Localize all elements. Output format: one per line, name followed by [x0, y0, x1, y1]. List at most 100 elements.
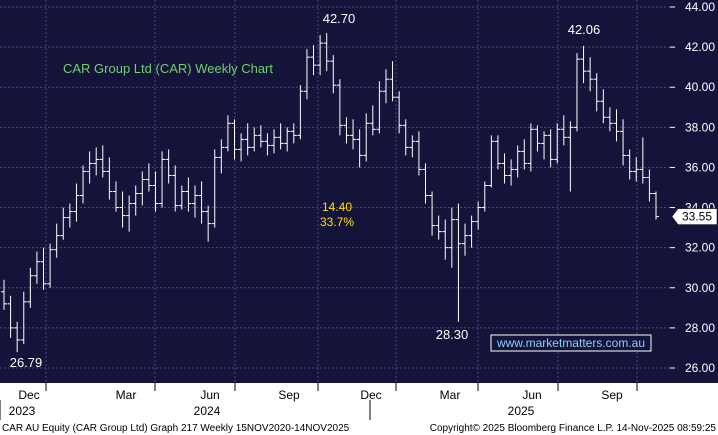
- footer-right-text: Copyright© 2025 Bloomberg Finance L.P. 1…: [430, 423, 717, 434]
- ohlc-bar: [238, 133, 245, 162]
- y-tick-label: 38.00: [685, 120, 715, 134]
- x-month-label: Dec: [18, 388, 39, 402]
- ohlc-bar: [402, 119, 409, 156]
- x-axis-month-ticks: Dec Mar Jun Sep Dec Mar Jun Sep: [18, 383, 638, 402]
- ohlc-bar: [606, 107, 613, 132]
- ohlc-bar: [600, 89, 607, 124]
- y-tick-label: 40.00: [685, 80, 715, 94]
- ohlc-bar: [435, 215, 442, 240]
- ohlc-bar: [422, 163, 429, 204]
- ohlc-bar: [389, 61, 396, 102]
- ohlc-bar: [527, 123, 534, 172]
- y-tick-label: 36.00: [685, 160, 715, 174]
- ohlc-bar: [211, 149, 218, 228]
- x-month-label: Mar: [116, 388, 137, 402]
- ohlc-bar: [409, 135, 416, 158]
- ohlc-bar: [580, 45, 587, 84]
- ohlc-bar: [106, 157, 113, 200]
- ohlc-bar: [99, 145, 106, 178]
- ohlc-bar: [521, 139, 528, 170]
- ohlc-bar: [508, 159, 515, 186]
- ohlc-bar: [231, 119, 238, 160]
- ohlc-bar: [501, 153, 508, 184]
- ohlc-bar: [350, 119, 357, 150]
- last-price-label: 33.55: [682, 210, 712, 224]
- ohlc-bar: [303, 49, 310, 100]
- y-tick-label: 44.00: [685, 0, 715, 14]
- ohlc-bar: [145, 163, 152, 192]
- ohlc-bar: [330, 55, 337, 94]
- ohlc-bar: [356, 129, 363, 168]
- x-axis-year-ticks: 2023 2024 2025: [0, 400, 535, 420]
- y-tick-label: 32.00: [685, 241, 715, 255]
- ohlc-bar: [244, 123, 251, 156]
- ohlc-bar: [620, 119, 627, 166]
- ohlc-bar: [494, 135, 501, 170]
- ohlc-bar: [27, 267, 34, 308]
- ohlc-bar: [47, 243, 54, 288]
- high-2025-label: 42.06: [568, 22, 601, 37]
- ohlc-bar: [126, 195, 133, 232]
- x-month-label: Sep: [601, 388, 623, 402]
- ohlc-bar: [310, 45, 317, 76]
- ohlc-bar: [462, 223, 469, 256]
- x-month-label: Sep: [278, 388, 300, 402]
- x-year-label: 2024: [194, 404, 221, 418]
- ohlc-bar: [1, 279, 7, 310]
- ohlc-bar: [60, 207, 67, 240]
- ohlc-bar: [475, 201, 482, 230]
- ohlc-bar: [119, 191, 126, 228]
- range-points-label: 14.40: [322, 200, 352, 214]
- ohlc-bar: [93, 147, 100, 176]
- ohlc-bar: [541, 131, 548, 160]
- ohlc-bar: [264, 133, 271, 156]
- ohlc-bar: [251, 127, 258, 152]
- ohlc-bar: [369, 105, 376, 136]
- ohlc-bar: [573, 53, 580, 132]
- ohlc-bar: [343, 117, 350, 144]
- ohlc-bar: [257, 125, 264, 148]
- ohlc-bar: [66, 203, 73, 228]
- ohlc-bar: [132, 185, 139, 216]
- footer-left-text: CAR AU Equity (CAR Group Ltd) Graph 217 …: [2, 423, 350, 434]
- ohlc-bar: [382, 69, 389, 104]
- last-price-box: [671, 208, 718, 225]
- ohlc-bar: [429, 191, 436, 236]
- ohlc-bar: [40, 247, 47, 290]
- ohlc-bar: [567, 121, 574, 192]
- ohlc-bar: [613, 109, 620, 142]
- ohlc-bar: [363, 113, 370, 162]
- ohlc-bar: [80, 165, 87, 204]
- ohlc-bar: [547, 129, 554, 168]
- y-tick-label: 30.00: [685, 281, 715, 295]
- ohlc-bar: [53, 223, 60, 258]
- ohlc-bar: [396, 91, 403, 134]
- ohlc-bar: [112, 181, 119, 212]
- price-bars: [1, 33, 659, 353]
- ohlc-bar: [218, 139, 225, 174]
- ohlc-bar: [646, 169, 653, 202]
- ohlc-bar: [488, 135, 495, 188]
- x-year-label: 2025: [508, 404, 535, 418]
- low-2025-label: 28.30: [436, 327, 469, 342]
- ohlc-bar: [633, 157, 640, 182]
- ohlc-bar: [198, 181, 205, 224]
- ohlc-bar: [271, 129, 278, 154]
- ohlc-bar: [178, 185, 185, 210]
- ohlc-bar: [442, 219, 449, 260]
- ohlc-bar: [587, 57, 594, 92]
- ohlc-bar: [554, 123, 561, 164]
- ohlc-bar: [336, 79, 343, 136]
- ohlc-bar: [290, 123, 297, 144]
- ohlc-bar: [455, 203, 462, 322]
- ohlc-bar: [376, 81, 383, 134]
- ohlc-bar: [448, 207, 455, 268]
- ohlc-bar: [317, 35, 324, 76]
- chart-title: CAR Group Ltd (CAR) Weekly Chart: [63, 61, 273, 76]
- x-month-label: Dec: [360, 388, 381, 402]
- range-pct-label: 33.7%: [320, 215, 354, 229]
- ohlc-bar: [20, 291, 27, 344]
- ohlc-bar: [481, 181, 488, 212]
- x-month-label: Jun: [522, 388, 541, 402]
